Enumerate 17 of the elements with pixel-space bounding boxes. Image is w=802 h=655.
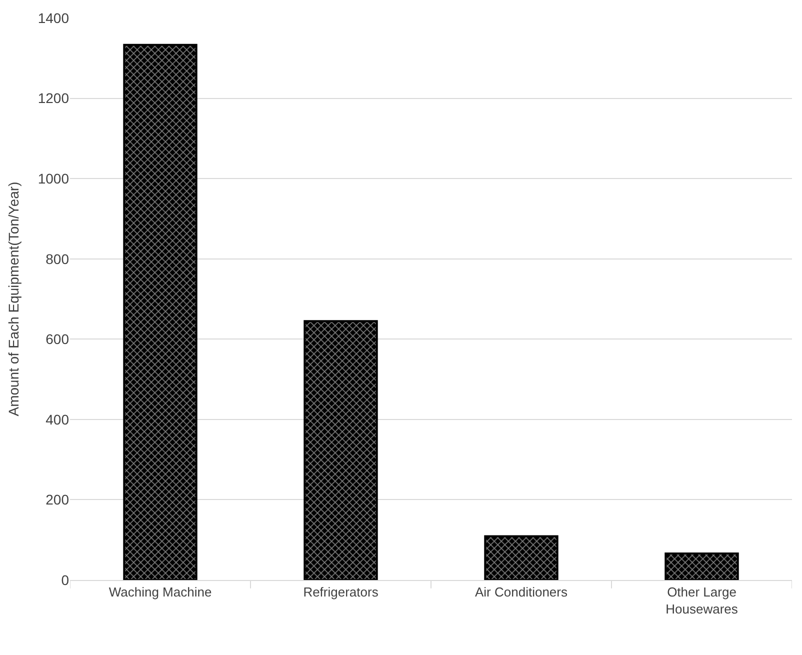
y-tick-label: 1000 — [38, 170, 70, 186]
y-axis-title: Amount of Each Equipment(Ton/Year) — [5, 182, 22, 416]
y-tick-label: 400 — [46, 411, 70, 428]
x-tick-label: Other Large Housewares — [666, 584, 738, 616]
bar — [484, 535, 558, 580]
x-tick-label: Air Conditioners — [475, 584, 568, 600]
bar — [123, 44, 198, 580]
y-tick-label: 0 — [61, 572, 70, 588]
y-tick-label: 800 — [46, 250, 70, 267]
bar — [664, 552, 739, 580]
y-tick-label: 1400 — [38, 10, 70, 26]
y-tick-label: 200 — [46, 492, 70, 508]
x-tick-label: Waching Machine — [108, 584, 212, 600]
bar — [304, 320, 378, 580]
x-tick-label: Refrigerators — [303, 584, 379, 600]
y-tick-label: 1200 — [38, 90, 70, 106]
y-tick-label: 600 — [46, 331, 70, 348]
